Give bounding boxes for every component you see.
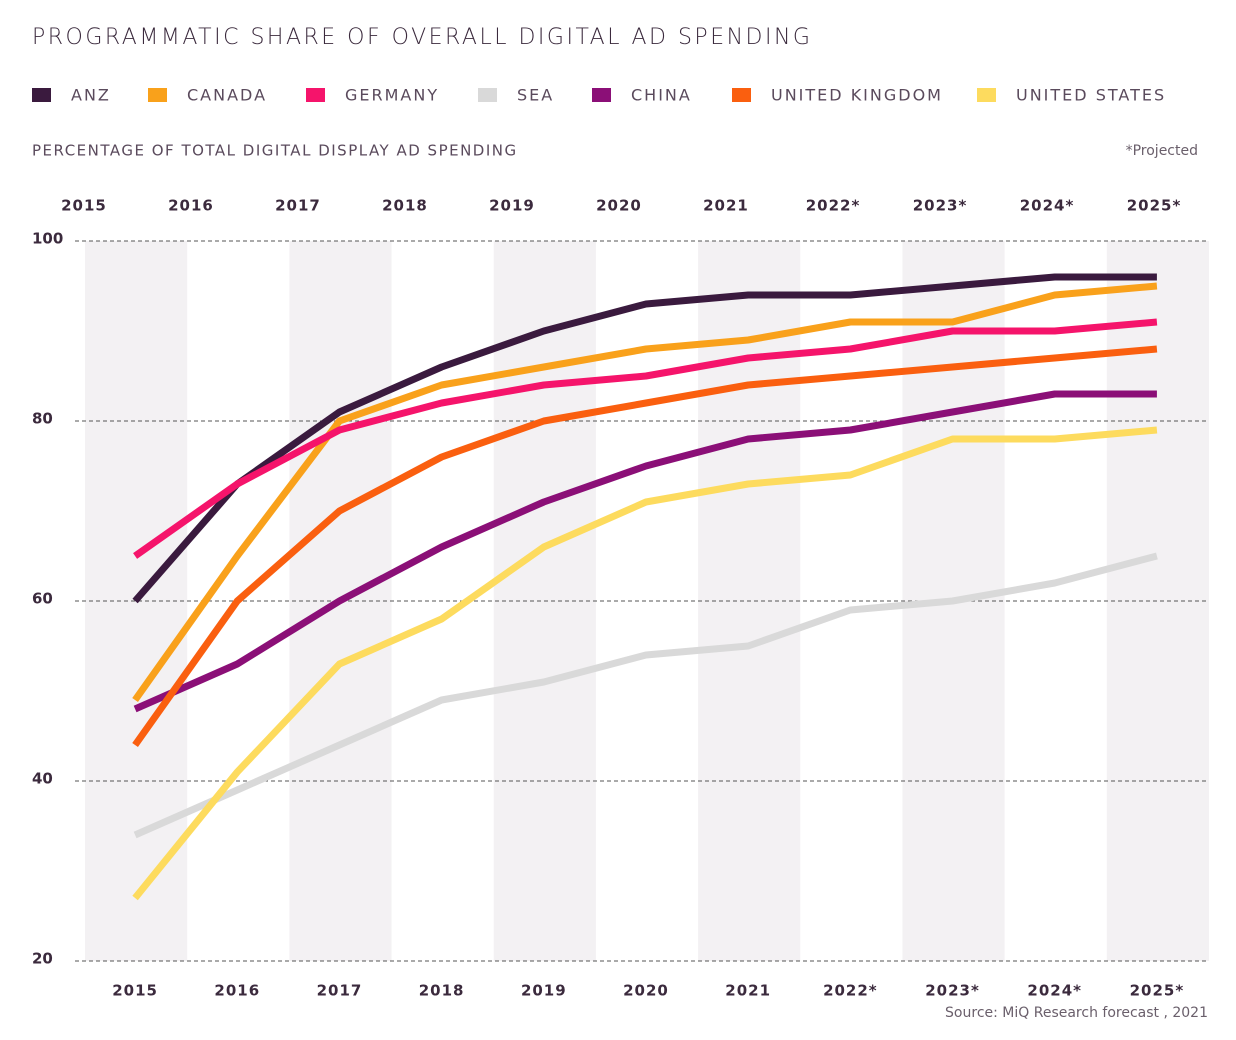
y-tick-label: 20	[32, 950, 53, 968]
legend-swatch	[32, 88, 51, 102]
series-line	[132, 273, 1157, 604]
y-tick-label: 40	[32, 770, 53, 788]
legend-label: CANADA	[187, 86, 267, 105]
series-line	[132, 282, 1158, 703]
y-tick-label: 60	[32, 590, 53, 608]
x-tick-label: 2016	[214, 982, 260, 1000]
legend-swatch	[306, 88, 325, 102]
y-axis-title: PERCENTAGE OF TOTAL DIGITAL DISPLAY AD S…	[32, 142, 518, 160]
legend-label: UNITED KINGDOM	[771, 86, 943, 105]
source: Source: MiQ Research forecast , 2021	[945, 1005, 1208, 1021]
x-tick-label: 2019	[521, 982, 567, 1000]
x-tick-label: 2015	[112, 982, 158, 1000]
x-tick-label-top: 2023*	[913, 197, 968, 215]
series-line	[133, 552, 1158, 839]
x-tick-label: 2021	[725, 982, 771, 1000]
legend-swatch	[478, 88, 497, 102]
x-tick-label-top: 2025*	[1127, 197, 1182, 215]
x-tick-label: 2024*	[1027, 982, 1082, 1000]
x-tick-label: 2018	[419, 982, 465, 1000]
x-tick-label-top: 2016	[168, 197, 214, 215]
legend-label: ANZ	[71, 86, 111, 105]
series-line	[132, 345, 1158, 748]
x-tick-label-top: 2015	[61, 197, 107, 215]
x-tick-label-top: 2022*	[806, 197, 861, 215]
y-tick-label: 100	[32, 230, 63, 248]
x-tick-label-top: 2018	[382, 197, 428, 215]
series-line	[133, 318, 1158, 559]
chart-title: PROGRAMMATIC SHARE OF OVERALL DIGITAL AD…	[32, 25, 812, 50]
legend-swatch	[977, 88, 996, 102]
x-tick-label: 2022*	[823, 982, 878, 1000]
series-line	[132, 426, 1158, 901]
y-tick-label: 80	[32, 410, 53, 428]
x-tick-label-top: 2020	[596, 197, 642, 215]
note: *Projected	[1126, 143, 1198, 159]
legend-label: SEA	[517, 86, 554, 105]
x-tick-label: 2017	[317, 982, 363, 1000]
legend-label: CHINA	[631, 86, 692, 105]
legend-swatch	[592, 88, 611, 102]
x-tick-label-top: 2024*	[1020, 197, 1075, 215]
legend-swatch	[732, 88, 751, 102]
series-line	[133, 390, 1157, 713]
x-tick-label-top: 2021	[703, 197, 749, 215]
x-tick-label-top: 2019	[489, 197, 535, 215]
x-tick-label: 2025*	[1130, 982, 1185, 1000]
x-tick-label: 2023*	[925, 982, 980, 1000]
legend-label: UNITED STATES	[1016, 86, 1166, 105]
x-tick-label: 2020	[623, 982, 669, 1000]
legend-swatch	[148, 88, 167, 102]
legend-label: GERMANY	[345, 86, 439, 105]
x-tick-label-top: 2017	[275, 197, 321, 215]
